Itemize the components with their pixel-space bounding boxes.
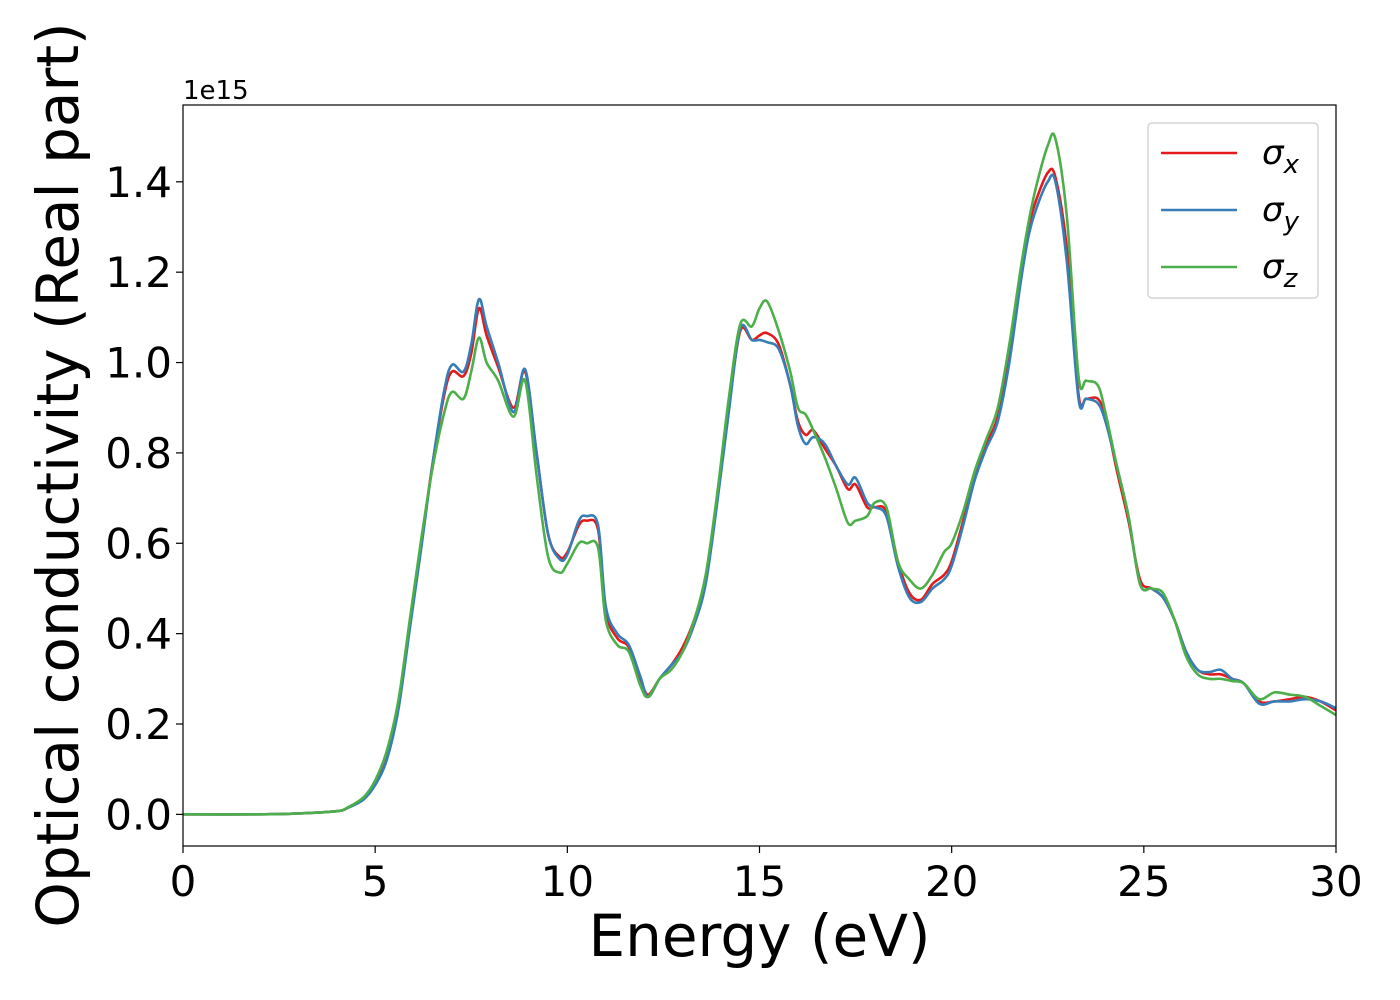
y-tick-label: 0.6 bbox=[105, 519, 172, 568]
x-axis-label: Energy (eV) bbox=[588, 902, 930, 970]
x-tick-label: 20 bbox=[925, 857, 978, 906]
x-tick-label: 10 bbox=[541, 857, 594, 906]
y-tick-label: 0.4 bbox=[105, 610, 172, 659]
y-offset-label: 1e15 bbox=[183, 76, 249, 106]
x-tick-label: 30 bbox=[1309, 857, 1362, 906]
series-line-z bbox=[183, 132, 1336, 816]
legend-label-y: σy bbox=[1262, 190, 1300, 237]
series-layer bbox=[183, 132, 1336, 816]
y-axis-label: Optical conductivity (Real part) bbox=[24, 22, 92, 927]
x-tick-label: 5 bbox=[362, 857, 389, 906]
legend: σx σy σz bbox=[1147, 122, 1319, 299]
y-tick-label: 0.0 bbox=[105, 790, 172, 839]
y-tick-label: 0.2 bbox=[105, 700, 172, 749]
legend-label-z: σz bbox=[1262, 247, 1299, 294]
legend-label-x: σx bbox=[1262, 133, 1300, 180]
y-tick-label: 0.8 bbox=[105, 429, 172, 478]
x-tick-label: 0 bbox=[170, 857, 197, 906]
x-tick-label: 15 bbox=[733, 857, 786, 906]
ticks-layer: 0 5 10 15 20 25 30 0.0 0.2 0.4 0.6 0.8 1.0 1.2 1.4 bbox=[105, 158, 1363, 906]
x-tick-label: 25 bbox=[1117, 857, 1170, 906]
y-tick-label: 1.0 bbox=[105, 339, 172, 388]
y-tick-label: 1.4 bbox=[105, 158, 172, 207]
y-tick-label: 1.2 bbox=[105, 248, 172, 297]
